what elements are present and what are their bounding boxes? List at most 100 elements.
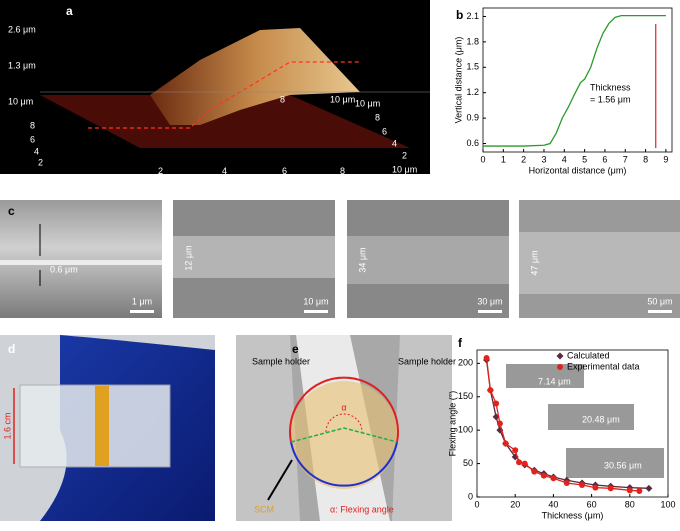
panel-letter: c — [8, 204, 15, 218]
panel-letter: f — [458, 336, 463, 350]
thickness-label: 34 μm — [357, 247, 367, 272]
inset — [506, 364, 584, 388]
point — [512, 447, 519, 454]
holder-label: Sample holder — [398, 356, 456, 366]
series-line — [483, 14, 666, 147]
x-tick-label: 40 — [548, 499, 558, 509]
afm-label: 10 μm — [8, 96, 33, 106]
scale-bar — [648, 310, 672, 313]
legend-marker — [556, 352, 564, 360]
arrow — [267, 459, 293, 501]
point — [521, 460, 528, 467]
afm-step — [150, 28, 360, 125]
x-tick-label: 20 — [510, 499, 520, 509]
y-tick-label: 0 — [468, 491, 473, 501]
y-tick-label: 0.9 — [466, 112, 479, 122]
inset-label: 20.48 μm — [582, 414, 620, 424]
x-tick-label: 4 — [562, 154, 567, 164]
point — [645, 484, 653, 492]
thickness-label: 0.6 μm — [50, 264, 78, 274]
point — [493, 400, 500, 407]
point — [487, 387, 494, 394]
point — [563, 479, 570, 486]
afm-label: 4 — [222, 166, 227, 176]
afm-label: 10 μm — [392, 164, 417, 174]
angle-line — [290, 427, 398, 443]
panel-letter: e — [292, 342, 299, 356]
x-tick-label: 8 — [643, 154, 648, 164]
afm-label: 8 — [30, 120, 35, 130]
thickness-label: 12 μm — [183, 245, 193, 270]
afm-label: 4 — [392, 138, 397, 148]
inset-label: 30.56 μm — [604, 460, 642, 470]
afm-label: 8 — [340, 166, 345, 176]
arc — [289, 376, 399, 443]
point — [636, 487, 643, 494]
x-tick-label: 1 — [501, 154, 506, 164]
legend-label: Calculated — [567, 350, 610, 360]
afm-floor — [40, 95, 410, 148]
inset-label: 7.14 μm — [538, 376, 571, 386]
inset — [548, 404, 634, 430]
plot-frame — [482, 7, 673, 153]
legend-label: α: Flexing angle — [330, 504, 394, 514]
scale-label: 1 μm — [132, 296, 152, 306]
point — [516, 459, 523, 466]
film — [519, 232, 680, 294]
x-tick-label: 0 — [480, 154, 485, 164]
film — [0, 260, 162, 265]
point — [607, 485, 614, 492]
y-tick-label: 0.6 — [466, 138, 479, 148]
x-tick-label: 9 — [663, 154, 668, 164]
arc — [290, 441, 398, 487]
plot-frame — [476, 349, 669, 498]
y-tick-label: 1.5 — [466, 62, 479, 72]
panel-a: 2.6 μm 1.3 μm 10 μm 8 6 4 2 8 10 μm 10 μ… — [0, 0, 430, 176]
thickness-label: 47 μm — [529, 250, 539, 275]
panel-e: α Sample holder Sample holder SCM α: Fle… — [236, 335, 456, 521]
scale-label: 30 μm — [477, 296, 502, 306]
x-tick-label: 80 — [625, 499, 635, 509]
length-label: 1.6 cm — [2, 412, 12, 439]
x-tick-label: 0 — [474, 499, 479, 509]
x-tick-label: 60 — [587, 499, 597, 509]
afm-label: 2 — [38, 157, 43, 167]
afm-label: 2 — [402, 150, 407, 160]
scale-bar — [478, 310, 502, 313]
afm-label: 1.3 μm — [8, 60, 36, 70]
panel-letter: b — [456, 8, 463, 22]
afm-label: 8 — [280, 94, 285, 104]
afm-label: 8 — [375, 112, 380, 122]
scale-label: 10 μm — [303, 296, 328, 306]
profile-line — [88, 61, 360, 129]
point — [626, 487, 633, 494]
point — [579, 481, 586, 488]
point — [592, 484, 599, 491]
angle-arc — [325, 413, 363, 433]
point — [496, 420, 503, 427]
scm-label: SCM — [254, 504, 274, 514]
film — [347, 236, 509, 284]
x-axis-label: Horizontal distance (μm) — [529, 165, 627, 175]
y-tick-label: 150 — [458, 391, 473, 401]
y-axis-label: Vertical distance (μm) — [453, 37, 463, 124]
x-tick-label: 100 — [660, 499, 675, 509]
afm-label: 10 μm — [330, 94, 355, 104]
point — [483, 355, 490, 362]
afm-label: 6 — [30, 134, 35, 144]
point — [550, 475, 557, 482]
scale-bar — [130, 310, 154, 313]
afm-label: 2 — [158, 166, 163, 176]
panel-d: 1.6 cm d — [0, 335, 215, 521]
scale-label: 50 μm — [647, 296, 672, 306]
film-edge — [290, 381, 398, 489]
x-tick-label: 5 — [582, 154, 587, 164]
y-tick-label: 200 — [458, 358, 473, 368]
legend-label: Experimental data — [567, 361, 640, 371]
legend-marker — [557, 364, 563, 370]
x-axis-label: Thickness (μm) — [542, 510, 604, 520]
afm-label: 2.6 μm — [8, 24, 36, 34]
insets: 7.14 μm 20.48 μm 30.56 μm — [506, 364, 664, 478]
scale-bar — [304, 310, 328, 313]
panel-c: c 0.6 μm 12 μm 34 μm 47 μm 1 μm 10 μm 30… — [0, 200, 680, 318]
